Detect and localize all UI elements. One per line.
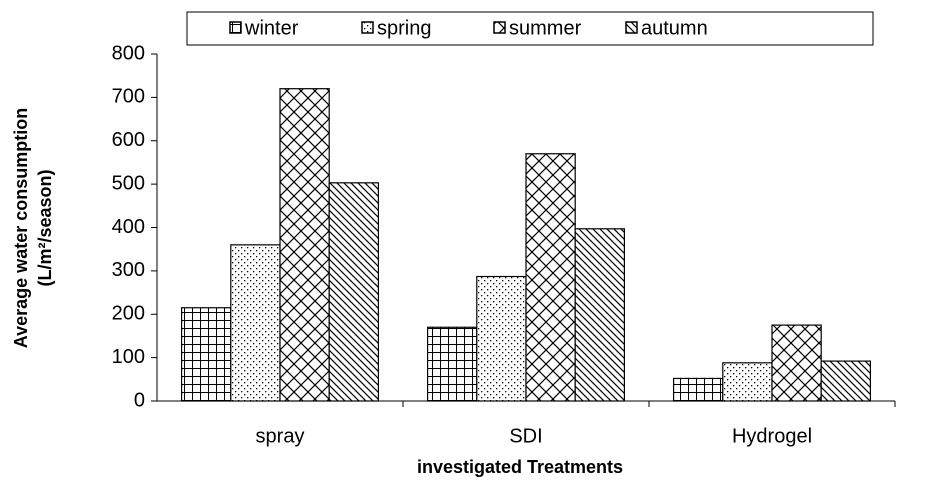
legend-swatch <box>625 21 638 34</box>
bar <box>722 362 773 402</box>
x-tick-label: Hydrogel <box>732 425 812 447</box>
y-tick-label: 300 <box>112 259 145 281</box>
y-tick-label: 600 <box>112 129 145 151</box>
x-axis-title: investigated Treatments <box>417 457 623 477</box>
legend-label: winter <box>244 17 299 39</box>
legend-label: spring <box>377 17 431 39</box>
bar <box>328 182 380 402</box>
legend-swatch <box>229 21 242 34</box>
y-tick-label: 0 <box>134 389 145 411</box>
bar <box>525 153 576 402</box>
y-tick-label: 700 <box>112 86 145 108</box>
x-tick-label: spray <box>256 425 305 447</box>
bar <box>771 324 822 402</box>
bar <box>672 377 724 402</box>
bar <box>427 326 478 402</box>
y-tick-label: 100 <box>112 346 145 368</box>
legend-label: summer <box>509 17 582 39</box>
bar <box>476 275 527 402</box>
y-axis-title: Average water consumption <box>11 108 31 348</box>
y-tick-label: 400 <box>112 216 145 238</box>
y-axis-title: (L/m²/season) <box>35 169 55 286</box>
legend-swatch <box>361 21 374 34</box>
y-tick-label: 500 <box>112 172 145 194</box>
x-tick-label: SDI <box>509 425 542 447</box>
bar <box>820 360 872 402</box>
bar <box>574 228 626 402</box>
bar <box>279 88 330 402</box>
bar <box>230 244 281 402</box>
legend-box <box>186 11 874 46</box>
y-tick-label: 200 <box>112 303 145 325</box>
legend-swatch <box>493 21 506 34</box>
legend-label: autumn <box>641 17 708 39</box>
y-tick-label: 800 <box>112 42 145 64</box>
bar <box>181 307 232 402</box>
